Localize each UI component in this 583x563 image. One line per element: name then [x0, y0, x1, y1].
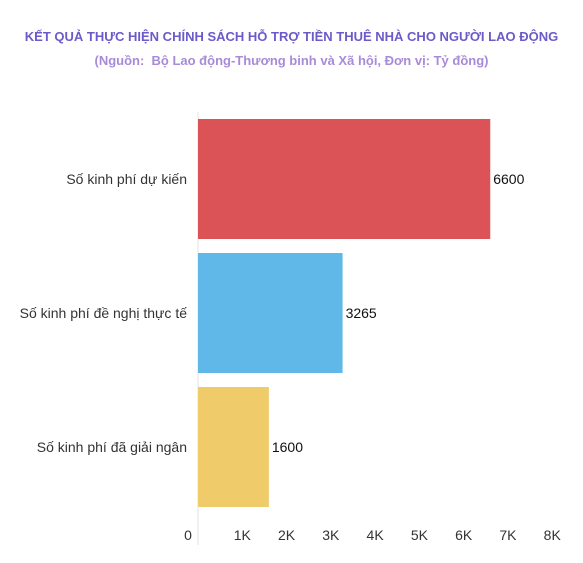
category-label-1: Số kinh phí dự kiến: [66, 171, 187, 187]
x-tick-label-1: 1K: [234, 527, 252, 543]
value-label-2: 3265: [346, 305, 377, 321]
chart-title: KẾT QUẢ THỰC HIỆN CHÍNH SÁCH HỖ TRỢ TIỀN…: [24, 29, 559, 44]
x-tick-label-4: 4K: [367, 527, 385, 543]
x-tick-label-6: 6K: [455, 527, 473, 543]
x-tick-label-8: 8K: [544, 527, 562, 543]
bar-2: [198, 253, 343, 373]
category-label-3: Số kinh phí đã giải ngân: [37, 439, 187, 455]
x-tick-label-7: 7K: [499, 527, 517, 543]
category-label-2: Số kinh phí đề nghị thực tế: [20, 305, 188, 321]
x-tick-label-3: 3K: [322, 527, 340, 543]
x-tick-label-0: 0: [184, 527, 192, 543]
bar-3: [198, 387, 269, 507]
x-tick-label-2: 2K: [278, 527, 296, 543]
value-label-1: 6600: [493, 171, 524, 187]
x-tick-label-5: 5K: [411, 527, 429, 543]
bar-1: [198, 119, 491, 239]
value-label-3: 1600: [272, 439, 303, 455]
chart-subtitle: (Nguồn: Bộ Lao động-Thương binh và Xã hộ…: [94, 53, 489, 68]
